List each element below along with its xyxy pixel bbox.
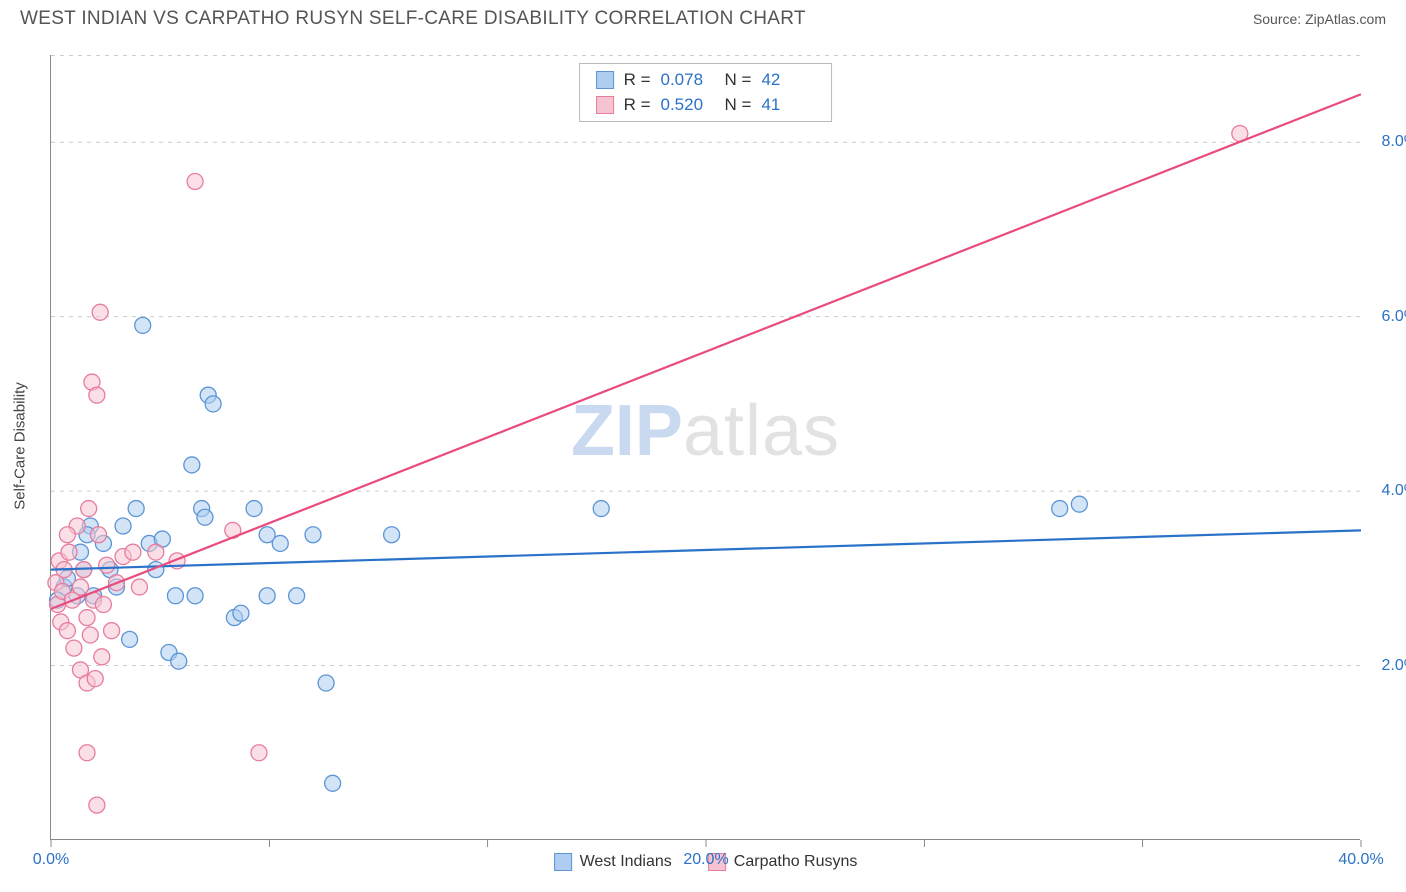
y-tick-label: 4.0% bbox=[1382, 482, 1406, 500]
data-point-carpatho_rusyns bbox=[125, 544, 141, 560]
data-point-west_indians bbox=[187, 588, 203, 604]
y-tick-label: 2.0% bbox=[1382, 657, 1406, 675]
chart-plot-area: ZIPatlas R = 0.078 N = 42 R = 0.520 N = … bbox=[50, 55, 1360, 840]
data-point-west_indians bbox=[384, 527, 400, 543]
data-point-west_indians bbox=[135, 317, 151, 333]
data-point-carpatho_rusyns bbox=[251, 745, 267, 761]
data-point-west_indians bbox=[305, 527, 321, 543]
data-point-carpatho_rusyns bbox=[148, 544, 164, 560]
x-tick-label: 20.0% bbox=[683, 851, 728, 869]
data-point-west_indians bbox=[325, 775, 341, 791]
data-point-west_indians bbox=[1071, 496, 1087, 512]
data-point-carpatho_rusyns bbox=[131, 579, 147, 595]
data-point-west_indians bbox=[115, 518, 131, 534]
data-point-west_indians bbox=[205, 396, 221, 412]
data-point-west_indians bbox=[167, 588, 183, 604]
y-axis-title: Self-Care Disability bbox=[12, 382, 29, 510]
swatch-series2 bbox=[596, 96, 614, 114]
data-point-carpatho_rusyns bbox=[89, 797, 105, 813]
r-label: R = bbox=[624, 93, 651, 118]
stats-row-series1: R = 0.078 N = 42 bbox=[596, 68, 816, 93]
data-point-west_indians bbox=[122, 631, 138, 647]
data-point-carpatho_rusyns bbox=[90, 527, 106, 543]
data-point-carpatho_rusyns bbox=[92, 304, 108, 320]
data-point-west_indians bbox=[233, 605, 249, 621]
data-point-carpatho_rusyns bbox=[59, 527, 75, 543]
data-point-carpatho_rusyns bbox=[61, 544, 77, 560]
data-point-carpatho_rusyns bbox=[187, 173, 203, 189]
data-point-west_indians bbox=[128, 501, 144, 517]
chart-header: WEST INDIAN VS CARPATHO RUSYN SELF-CARE … bbox=[0, 0, 1406, 40]
data-point-carpatho_rusyns bbox=[95, 597, 111, 613]
swatch-series1 bbox=[596, 71, 614, 89]
data-point-carpatho_rusyns bbox=[66, 640, 82, 656]
data-point-west_indians bbox=[184, 457, 200, 473]
plot-svg bbox=[51, 55, 1360, 839]
x-tick-label: 40.0% bbox=[1338, 851, 1383, 869]
data-point-west_indians bbox=[1052, 501, 1068, 517]
data-point-carpatho_rusyns bbox=[94, 649, 110, 665]
data-point-west_indians bbox=[197, 509, 213, 525]
r-value-series1: 0.078 bbox=[661, 68, 715, 93]
data-point-carpatho_rusyns bbox=[59, 623, 75, 639]
data-point-west_indians bbox=[272, 535, 288, 551]
legend-swatch-series1 bbox=[554, 853, 572, 871]
legend-label-series1: West Indians bbox=[580, 853, 672, 871]
x-tick-label: 0.0% bbox=[33, 851, 69, 869]
data-point-carpatho_rusyns bbox=[104, 623, 120, 639]
data-point-carpatho_rusyns bbox=[81, 501, 97, 517]
y-tick-label: 6.0% bbox=[1382, 308, 1406, 326]
n-value-series1: 42 bbox=[761, 68, 815, 93]
trend-line-west_indians bbox=[51, 530, 1361, 569]
data-point-carpatho_rusyns bbox=[87, 671, 103, 687]
data-point-west_indians bbox=[171, 653, 187, 669]
data-point-carpatho_rusyns bbox=[79, 745, 95, 761]
legend-item-series1: West Indians bbox=[554, 853, 672, 871]
data-point-carpatho_rusyns bbox=[72, 579, 88, 595]
r-label: R = bbox=[624, 68, 651, 93]
chart-title: WEST INDIAN VS CARPATHO RUSYN SELF-CARE … bbox=[20, 8, 806, 30]
y-tick-label: 8.0% bbox=[1382, 133, 1406, 151]
source-label: Source: ZipAtlas.com bbox=[1253, 11, 1386, 27]
data-point-west_indians bbox=[246, 501, 262, 517]
n-label: N = bbox=[725, 68, 752, 93]
n-value-series2: 41 bbox=[761, 93, 815, 118]
data-point-carpatho_rusyns bbox=[82, 627, 98, 643]
data-point-carpatho_rusyns bbox=[89, 387, 105, 403]
r-value-series2: 0.520 bbox=[661, 93, 715, 118]
data-point-west_indians bbox=[318, 675, 334, 691]
data-point-west_indians bbox=[289, 588, 305, 604]
data-point-carpatho_rusyns bbox=[79, 610, 95, 626]
data-point-west_indians bbox=[593, 501, 609, 517]
legend-item-series2: Carpatho Rusyns bbox=[708, 853, 858, 871]
n-label: N = bbox=[725, 93, 752, 118]
stats-row-series2: R = 0.520 N = 41 bbox=[596, 93, 816, 118]
correlation-stats-box: R = 0.078 N = 42 R = 0.520 N = 41 bbox=[579, 63, 833, 122]
data-point-west_indians bbox=[259, 588, 275, 604]
trend-line-carpatho_rusyns bbox=[51, 94, 1361, 609]
legend-label-series2: Carpatho Rusyns bbox=[734, 853, 858, 871]
data-point-carpatho_rusyns bbox=[99, 557, 115, 573]
